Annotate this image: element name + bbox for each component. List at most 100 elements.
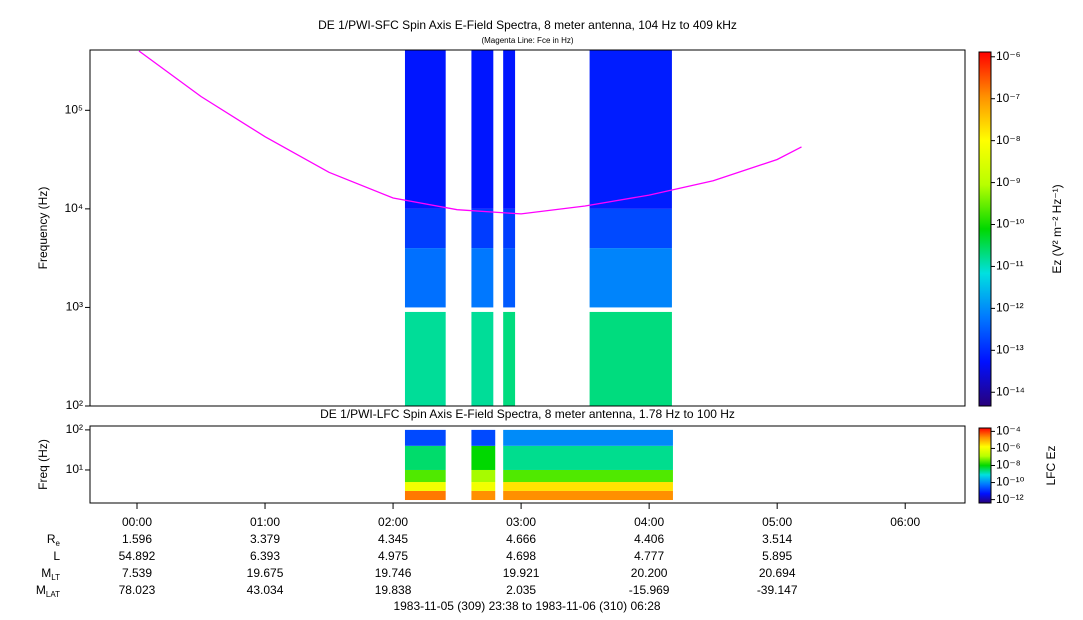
heatmap-cell — [471, 482, 496, 491]
colorbar-tick-label: 10⁻⁶ — [996, 441, 1021, 455]
ephemeris-value: 4.406 — [634, 532, 664, 546]
heatmap-cell — [471, 248, 494, 308]
x-tick-label: 05:00 — [762, 515, 792, 529]
heatmap-cell — [404, 490, 446, 501]
colorbar-label: Ez (V² m⁻² Hz⁻¹) — [1050, 184, 1064, 273]
heatmap-cell — [503, 490, 673, 501]
colorbar-tick-label: 10⁻¹⁰ — [996, 217, 1025, 231]
heatmap-cell — [404, 311, 446, 406]
ephemeris-value: 54.892 — [119, 549, 156, 563]
plot-frame — [89, 425, 966, 504]
heatmap-cell — [404, 429, 446, 446]
plot-frame — [89, 49, 966, 407]
ephemeris-value: 4.777 — [634, 549, 664, 563]
ephemeris-value: -15.969 — [629, 583, 670, 597]
ephemeris-value: 20.694 — [759, 566, 796, 580]
heatmap-cell — [471, 490, 496, 501]
ephemeris-value: 3.514 — [762, 532, 792, 546]
heatmap-cell — [471, 429, 496, 446]
heatmap-cell — [503, 429, 673, 446]
y-tick-label: 10¹ — [66, 462, 83, 476]
heatmap-cell — [503, 50, 516, 209]
x-tick-label: 03:00 — [506, 515, 536, 529]
ephemeris-value: 4.975 — [378, 549, 408, 563]
chart-subtitle: (Magenta Line: Fce in Hz) — [481, 36, 573, 45]
y-tick-label: 10² — [66, 398, 83, 412]
colorbar-tick-label: 10⁻⁸ — [996, 458, 1021, 472]
heatmap-cell — [589, 208, 672, 249]
colorbar-tick-label: 10⁻¹² — [996, 492, 1024, 506]
heatmap-cell — [404, 208, 446, 249]
ephemeris-value: 1.596 — [122, 532, 152, 546]
ephemeris-value: 2.035 — [506, 583, 536, 597]
heatmap-cell — [503, 208, 516, 249]
ephemeris-value: 4.666 — [506, 532, 536, 546]
heatmap-cell — [471, 208, 494, 249]
colorbar-label: LFC Ez — [1044, 445, 1058, 485]
x-tick-label: 00:00 — [122, 515, 152, 529]
colorbar-tick-label: 10⁻¹¹ — [996, 259, 1024, 273]
ephemeris-value: 6.393 — [250, 549, 280, 563]
heatmap-cell — [471, 469, 496, 483]
heatmap-cell — [503, 445, 673, 470]
heatmap-cell — [503, 469, 673, 483]
chart-title: DE 1/PWI-SFC Spin Axis E-Field Spectra, … — [318, 18, 737, 32]
colorbar-tick-label: 10⁻⁸ — [996, 133, 1021, 147]
ephemeris-value: 43.034 — [247, 583, 284, 597]
ephemeris-label: MLT — [41, 566, 60, 582]
ephemeris-value: 5.895 — [762, 549, 792, 563]
heatmap-cell — [404, 50, 446, 209]
chart-title: DE 1/PWI-LFC Spin Axis E-Field Spectra, … — [320, 407, 735, 421]
ephemeris-value: 19.838 — [375, 583, 412, 597]
ephemeris-label: MLAT — [36, 583, 60, 599]
x-tick-label: 01:00 — [250, 515, 280, 529]
heatmap-cell — [471, 50, 494, 209]
heatmap-cell — [589, 50, 672, 209]
ephemeris-value: 3.379 — [250, 532, 280, 546]
colorbar-tick-label: 10⁻⁴ — [996, 424, 1021, 438]
colorbar-tick-label: 10⁻⁷ — [996, 91, 1020, 105]
ephemeris-value: 78.023 — [119, 583, 156, 597]
heatmap-cell — [471, 445, 496, 470]
ephemeris-value: 7.539 — [122, 566, 152, 580]
colorbar-tick-label: 10⁻¹³ — [996, 342, 1024, 356]
heatmap-cell — [404, 469, 446, 483]
ephemeris-value: 20.200 — [631, 566, 668, 580]
x-tick-label: 04:00 — [634, 515, 664, 529]
x-tick-label: 02:00 — [378, 515, 408, 529]
ephemeris-value: 4.698 — [506, 549, 536, 563]
ephemeris-value: 19.675 — [247, 566, 284, 580]
colorbar-tick-label: 10⁻⁹ — [996, 175, 1021, 189]
y-axis-label: Frequency (Hz) — [36, 187, 50, 270]
heatmap-cell — [404, 445, 446, 470]
ephemeris-value: 19.746 — [375, 566, 412, 580]
colorbar-tick-label: 10⁻¹⁰ — [996, 475, 1025, 489]
y-tick-label: 10⁵ — [65, 102, 83, 116]
colorbar-tick-label: 10⁻⁶ — [996, 49, 1021, 63]
x-tick-label: 06:00 — [890, 515, 920, 529]
heatmap-cell — [503, 248, 516, 308]
heatmap-cell — [589, 311, 672, 406]
colorbar — [978, 427, 992, 504]
y-axis-label: Freq (Hz) — [36, 439, 50, 490]
ephemeris-value: -39.147 — [757, 583, 798, 597]
ephemeris-value: 4.345 — [378, 532, 408, 546]
heatmap-cell — [589, 248, 672, 308]
ephemeris-value: 19.921 — [503, 566, 540, 580]
colorbar — [978, 51, 992, 407]
heatmap-cell — [503, 311, 516, 406]
colorbar-tick-label: 10⁻¹² — [996, 301, 1024, 315]
ephemeris-label: L — [53, 549, 60, 563]
heatmap-cell — [471, 311, 494, 406]
ephemeris-label: Re — [47, 532, 61, 548]
heatmap-cell — [503, 482, 673, 491]
y-tick-label: 10² — [66, 422, 83, 436]
time-range: 1983-11-05 (309) 23:38 to 1983-11-06 (31… — [393, 599, 660, 613]
y-tick-label: 10³ — [66, 300, 83, 314]
y-tick-label: 10⁴ — [64, 201, 83, 215]
heatmap-cell — [404, 248, 446, 308]
colorbar-tick-label: 10⁻¹⁴ — [996, 384, 1025, 398]
fce-line — [138, 50, 802, 215]
heatmap-cell — [404, 482, 446, 491]
